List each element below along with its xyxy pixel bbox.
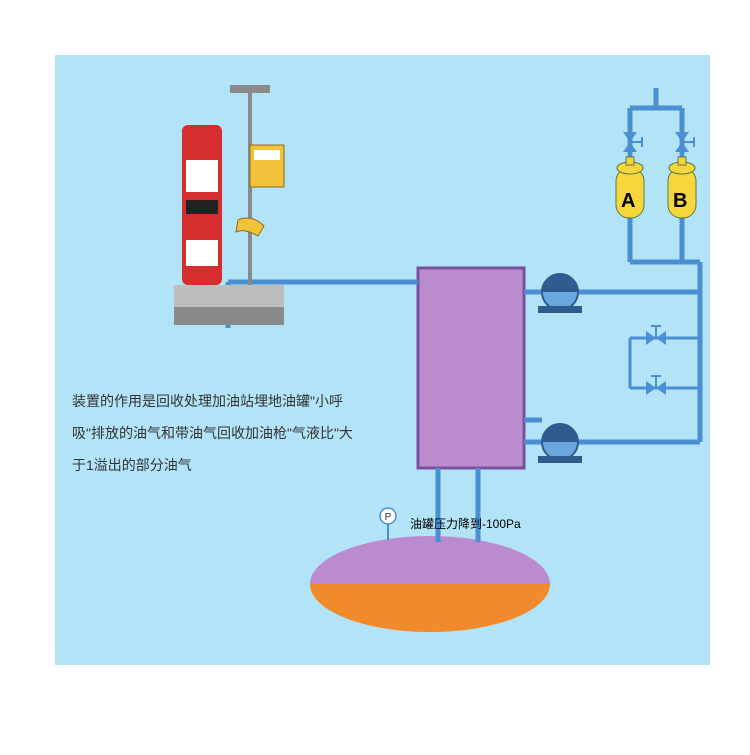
diagram-svg: P (0, 0, 750, 750)
description-text: 装置的作用是回收处理加油站埋地油罐"小呼 吸"排放的油气和带油气回收加油枪"气液… (72, 385, 362, 481)
desc-line-3: 于1溢出的部分油气 (72, 449, 362, 481)
tank-pressure-label: 油罐压力降到-100Pa (410, 515, 521, 532)
diagram-canvas: P 装置的作用是回收处理加油站埋地油罐"小呼 吸"排放的油气和带油气回收加油枪"… (0, 0, 750, 750)
desc-line-2: 吸"排放的油气和带油气回收加油枪"气液比"大 (72, 417, 362, 449)
absorber-column (418, 268, 524, 468)
canister-b-label: B (673, 190, 687, 213)
gauge-p-label: P (385, 512, 392, 523)
canister-a-label: A (621, 190, 635, 213)
desc-line-1: 装置的作用是回收处理加油站埋地油罐"小呼 (72, 385, 362, 417)
